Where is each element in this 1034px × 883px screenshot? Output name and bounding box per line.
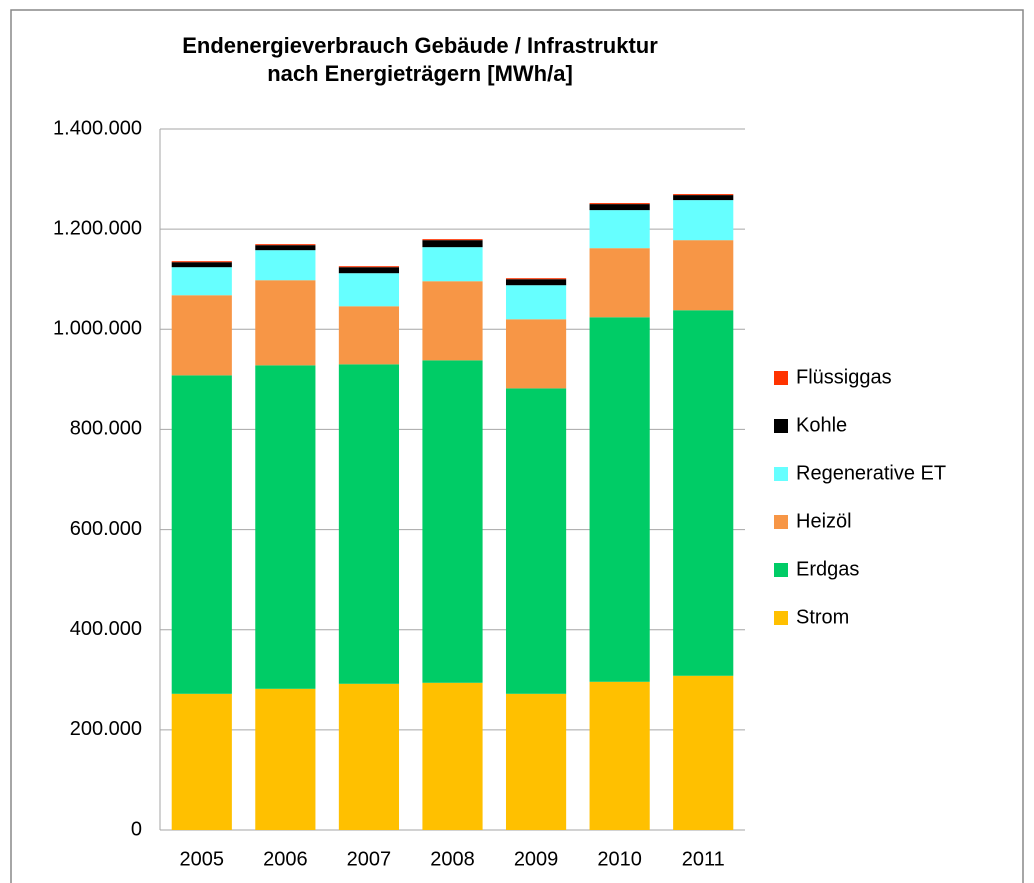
bar-segment xyxy=(505,278,567,280)
bar-segment xyxy=(171,295,232,376)
bar-segment xyxy=(255,280,316,366)
y-tick-label: 800.000 xyxy=(70,418,142,440)
legend-label: Kohle xyxy=(796,414,847,436)
bar-segment xyxy=(255,365,316,689)
bar-segment xyxy=(422,239,483,241)
bar-segment xyxy=(171,693,232,830)
bar-segment xyxy=(673,675,734,830)
legend-swatch xyxy=(774,467,788,481)
bar-segment xyxy=(505,388,567,694)
bar-segment xyxy=(171,267,232,296)
bar-segment xyxy=(422,682,483,830)
bar-segment xyxy=(422,281,483,361)
x-tick-label: 2011 xyxy=(682,848,725,870)
bar-segment xyxy=(338,267,400,274)
bar-segment xyxy=(673,240,734,311)
legend-swatch xyxy=(774,611,788,625)
bar-segment xyxy=(171,261,232,263)
bar-segment xyxy=(589,210,650,249)
y-tick-label: 1.200.000 xyxy=(53,217,142,239)
bar-segment xyxy=(673,195,734,201)
x-tick-label: 2007 xyxy=(347,848,392,870)
chart-title: Endenergieverbrauch Gebäude / Infrastruk… xyxy=(182,33,658,86)
x-tick-label: 2005 xyxy=(180,848,225,870)
legend-label: Erdgas xyxy=(796,558,859,580)
bar-segment xyxy=(589,203,650,205)
bar-segment xyxy=(589,248,650,318)
bar-segment xyxy=(505,285,567,320)
legend-label: Strom xyxy=(796,606,849,628)
bar-segment xyxy=(505,279,567,286)
bar-segment xyxy=(338,273,400,307)
legend-swatch xyxy=(774,563,788,577)
bar-segment xyxy=(673,310,734,676)
bar-segment xyxy=(255,245,316,251)
bar-segment xyxy=(422,247,483,282)
bar-segment xyxy=(338,306,400,365)
legend-label: Flüssiggas xyxy=(796,366,892,388)
y-tick-label: 1.000.000 xyxy=(53,318,142,340)
bar-segment xyxy=(589,681,650,830)
x-tick-label: 2006 xyxy=(263,848,308,870)
bar-segment xyxy=(255,688,316,830)
legend-swatch xyxy=(774,371,788,385)
bar-segment xyxy=(505,693,567,830)
x-tick-label: 2009 xyxy=(514,848,559,870)
legend-swatch xyxy=(774,515,788,529)
bar-segment xyxy=(673,194,734,196)
bar-segment xyxy=(255,250,316,281)
bar-segment xyxy=(422,360,483,683)
y-tick-label: 400.000 xyxy=(70,618,142,640)
bar-segment xyxy=(422,240,483,248)
bar-segment xyxy=(338,364,400,684)
bar-segment xyxy=(505,319,567,389)
y-tick-label: 0 xyxy=(131,818,142,840)
legend-label: Regenerative ET xyxy=(796,462,946,484)
bar-segment xyxy=(673,200,734,241)
bar-segment xyxy=(589,317,650,682)
legend-label: Heizöl xyxy=(796,510,852,532)
legend-swatch xyxy=(774,419,788,433)
bar-segment xyxy=(255,244,316,246)
bar-segment xyxy=(338,266,400,268)
bar-segment xyxy=(171,262,232,268)
y-tick-label: 1.400.000 xyxy=(53,117,142,139)
x-tick-label: 2008 xyxy=(430,848,475,870)
bar-segment xyxy=(338,683,400,830)
y-tick-label: 200.000 xyxy=(70,718,142,740)
x-tick-label: 2010 xyxy=(597,848,642,870)
y-tick-label: 600.000 xyxy=(70,518,142,540)
bar-segment xyxy=(171,375,232,694)
bar-segment xyxy=(589,204,650,211)
